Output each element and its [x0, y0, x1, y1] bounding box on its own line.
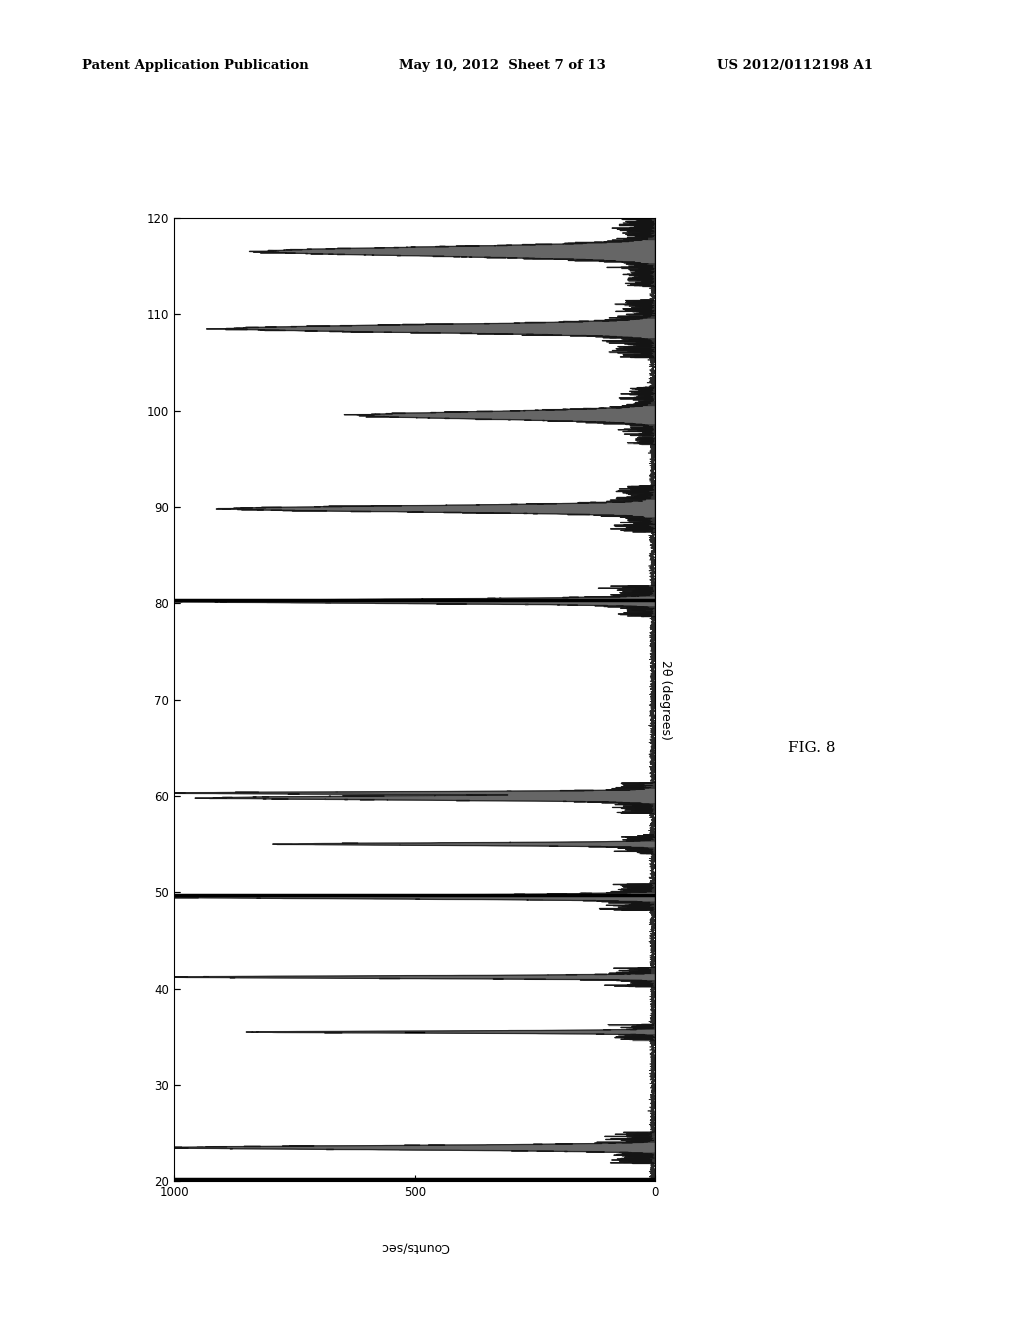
Text: FIG. 8: FIG. 8 — [788, 741, 836, 755]
Text: US 2012/0112198 A1: US 2012/0112198 A1 — [717, 59, 872, 73]
Text: May 10, 2012  Sheet 7 of 13: May 10, 2012 Sheet 7 of 13 — [399, 59, 606, 73]
Text: Patent Application Publication: Patent Application Publication — [82, 59, 308, 73]
Text: Counts/sec: Counts/sec — [380, 1241, 450, 1254]
Y-axis label: 2θ (degrees): 2θ (degrees) — [659, 660, 672, 739]
